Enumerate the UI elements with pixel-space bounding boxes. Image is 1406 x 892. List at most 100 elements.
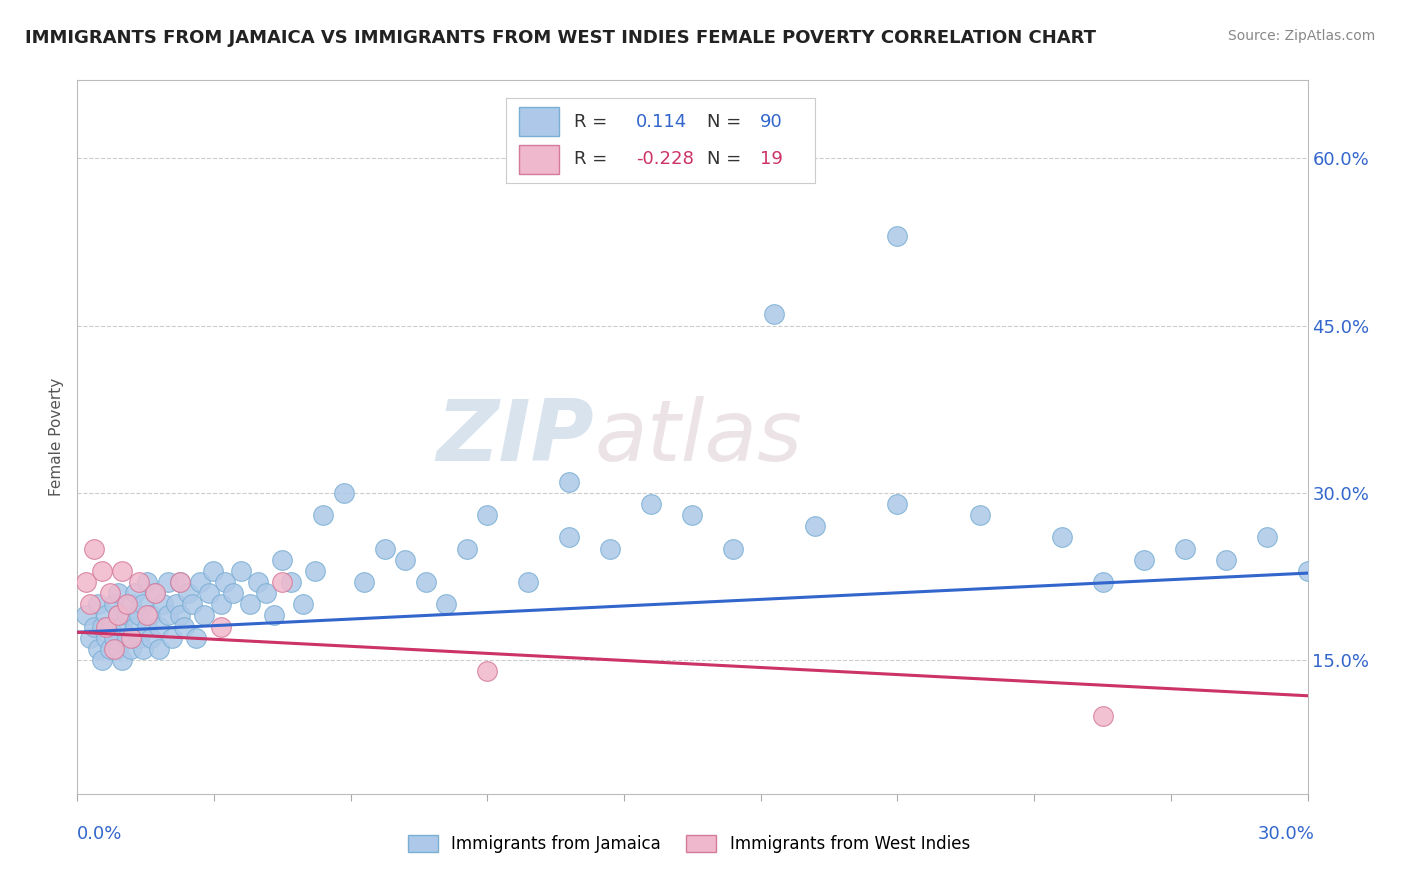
Point xyxy=(94,619,117,633)
Point xyxy=(128,574,150,589)
Text: ZIP: ZIP xyxy=(436,395,595,479)
Point xyxy=(517,574,540,589)
Point xyxy=(111,619,134,633)
Text: R =: R = xyxy=(574,113,607,131)
Point xyxy=(1215,552,1237,567)
Point xyxy=(723,541,745,556)
Point xyxy=(83,541,105,556)
Point xyxy=(98,642,121,657)
Point xyxy=(143,586,166,600)
Point xyxy=(132,642,155,657)
Point xyxy=(173,619,195,633)
Point xyxy=(148,642,170,657)
Text: atlas: atlas xyxy=(595,395,801,479)
Point xyxy=(239,598,262,612)
Point xyxy=(103,598,125,612)
Point xyxy=(128,608,150,623)
Point xyxy=(209,619,232,633)
Point xyxy=(94,631,117,645)
Text: 0.114: 0.114 xyxy=(636,113,688,131)
Point xyxy=(90,619,114,633)
Point xyxy=(394,552,416,567)
Point xyxy=(115,631,138,645)
Point xyxy=(280,574,302,589)
Text: 19: 19 xyxy=(759,150,783,168)
Point xyxy=(804,519,827,533)
Point xyxy=(94,608,117,623)
Point xyxy=(271,574,294,589)
Point xyxy=(1174,541,1197,556)
Point xyxy=(148,619,170,633)
Point xyxy=(640,497,662,511)
Text: 90: 90 xyxy=(759,113,783,131)
Point xyxy=(103,631,125,645)
Point xyxy=(141,631,163,645)
Point xyxy=(136,608,159,623)
Point xyxy=(152,598,174,612)
Text: Source: ZipAtlas.com: Source: ZipAtlas.com xyxy=(1227,29,1375,43)
Point xyxy=(115,608,138,623)
Point xyxy=(886,229,908,244)
Point xyxy=(436,598,458,612)
Point xyxy=(353,574,375,589)
Point xyxy=(254,586,277,600)
Point xyxy=(120,631,142,645)
Point xyxy=(1050,530,1073,544)
Point xyxy=(107,586,129,600)
Point xyxy=(333,485,356,500)
Point xyxy=(197,586,219,600)
Text: IMMIGRANTS FROM JAMAICA VS IMMIGRANTS FROM WEST INDIES FEMALE POVERTY CORRELATIO: IMMIGRANTS FROM JAMAICA VS IMMIGRANTS FR… xyxy=(25,29,1097,46)
Point xyxy=(128,631,150,645)
Point xyxy=(120,642,142,657)
Point xyxy=(374,541,396,556)
Point xyxy=(156,574,179,589)
Point xyxy=(75,574,97,589)
Point xyxy=(79,598,101,612)
Y-axis label: Female Poverty: Female Poverty xyxy=(49,378,65,496)
Text: N =: N = xyxy=(707,150,741,168)
Point xyxy=(682,508,704,522)
Point xyxy=(1091,574,1114,589)
Point xyxy=(107,608,129,623)
Point xyxy=(886,497,908,511)
Point xyxy=(87,598,110,612)
Text: 0.0%: 0.0% xyxy=(77,825,122,843)
Point xyxy=(107,608,129,623)
Point xyxy=(165,598,187,612)
Point xyxy=(304,564,326,578)
Point xyxy=(1132,552,1154,567)
Point xyxy=(477,508,499,522)
Point xyxy=(415,574,437,589)
Point xyxy=(169,574,191,589)
Point xyxy=(209,598,232,612)
Point xyxy=(193,608,215,623)
Point xyxy=(177,586,200,600)
Text: N =: N = xyxy=(707,113,741,131)
Point xyxy=(181,598,204,612)
Point xyxy=(186,631,208,645)
Point xyxy=(246,574,269,589)
Point xyxy=(98,619,121,633)
Point xyxy=(763,307,786,322)
Point xyxy=(1296,564,1319,578)
Point xyxy=(188,574,212,589)
Point xyxy=(201,564,224,578)
Point xyxy=(169,574,191,589)
Point xyxy=(98,586,121,600)
Point xyxy=(1256,530,1278,544)
Point xyxy=(456,541,478,556)
Point xyxy=(263,608,285,623)
Point xyxy=(136,574,159,589)
Text: R =: R = xyxy=(574,150,607,168)
Point xyxy=(558,530,581,544)
Point xyxy=(231,564,253,578)
Point xyxy=(107,642,129,657)
Point xyxy=(271,552,294,567)
Point xyxy=(169,608,191,623)
Point xyxy=(79,631,101,645)
Point xyxy=(141,608,163,623)
Point xyxy=(599,541,621,556)
Point xyxy=(90,653,114,667)
Point xyxy=(132,598,155,612)
Point xyxy=(156,608,179,623)
